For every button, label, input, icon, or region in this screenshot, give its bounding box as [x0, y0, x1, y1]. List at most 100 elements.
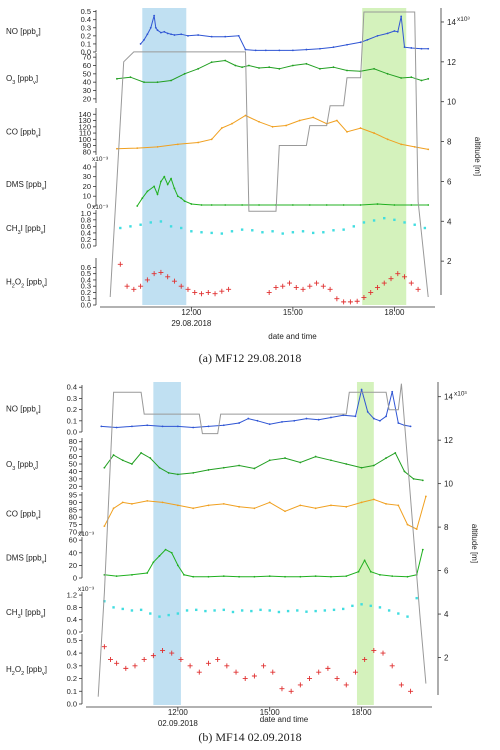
data-point	[156, 145, 159, 148]
data-point	[238, 422, 240, 424]
data-point	[146, 190, 149, 193]
data-point	[264, 49, 267, 52]
data-point	[115, 575, 118, 578]
data-point	[222, 608, 225, 612]
data-point	[256, 419, 259, 422]
data-point	[402, 274, 408, 280]
data-point	[132, 663, 138, 669]
data-point	[100, 425, 103, 428]
data-point	[204, 609, 207, 613]
data-point	[342, 414, 345, 417]
data-point	[149, 612, 152, 615]
data-point	[170, 177, 172, 180]
data-point	[238, 505, 240, 508]
data-point	[176, 473, 179, 476]
data-point	[192, 472, 195, 474]
data-point	[158, 269, 164, 275]
data-point	[393, 30, 396, 32]
data-point	[253, 507, 256, 510]
data-point	[176, 564, 179, 567]
data-point	[180, 197, 183, 200]
data-point	[299, 461, 302, 464]
series-co	[103, 496, 427, 530]
panel-no: 0.0 0.1 0.2 0.3 0.4 NO [ppbv]	[6, 383, 412, 437]
data-point	[393, 204, 396, 206]
data-point	[372, 417, 375, 420]
data-point	[112, 606, 115, 609]
data-point	[115, 426, 118, 429]
data-point	[362, 221, 366, 224]
data-point	[143, 38, 145, 41]
right-tick-label: 4	[447, 217, 452, 226]
data-point	[410, 47, 413, 49]
right-tick-label: 6	[447, 177, 452, 186]
data-point	[388, 276, 394, 282]
data-point	[258, 204, 260, 206]
data-point	[409, 425, 412, 428]
data-point	[421, 548, 424, 551]
data-point	[183, 72, 186, 75]
data-point	[152, 561, 155, 564]
data-point	[258, 120, 260, 123]
data-point	[391, 575, 394, 578]
x-tick-label: 18:00	[352, 708, 373, 717]
data-point	[281, 232, 284, 235]
right-tick-label: 8	[444, 523, 449, 532]
data-point	[207, 469, 210, 471]
data-point	[397, 422, 400, 424]
data-point	[320, 283, 326, 289]
data-point	[379, 419, 381, 422]
data-point	[391, 390, 394, 393]
data-point	[161, 501, 164, 504]
y-tick-label: 0	[73, 574, 77, 583]
data-point	[241, 66, 244, 69]
data-point	[151, 271, 157, 277]
right-tick-label: 10	[444, 480, 453, 489]
y-tick-label: 0.4	[67, 383, 77, 392]
caption-b: (b) MF14 02.09.2018	[198, 730, 302, 744]
data-point	[213, 609, 216, 612]
data-point	[311, 231, 315, 235]
y-tick-label: 0	[87, 202, 91, 211]
data-point	[341, 299, 347, 305]
data-point	[131, 286, 137, 292]
data-point	[385, 502, 387, 505]
data-point	[415, 528, 418, 530]
data-point	[131, 502, 133, 505]
data-point	[173, 34, 176, 36]
data-point	[378, 606, 382, 609]
data-point	[176, 195, 179, 198]
y-tick-label: 20	[69, 561, 77, 570]
y-tick-label: 0.0	[67, 628, 77, 637]
data-point	[207, 504, 210, 507]
right-tick-label: 4	[444, 610, 449, 619]
right-tick-label: 14	[447, 18, 456, 27]
y-tick-label: 120	[78, 122, 91, 131]
data-point	[124, 283, 130, 289]
data-point	[143, 81, 145, 84]
x-axis-label: date and time	[260, 715, 309, 724]
data-point	[413, 223, 416, 226]
data-point	[403, 221, 406, 224]
data-point	[291, 64, 294, 67]
data-point	[165, 274, 171, 280]
data-point	[400, 15, 403, 18]
data-point	[268, 575, 271, 578]
right-tick-label: 2	[444, 654, 449, 663]
y-tick-label: 0.2	[67, 674, 77, 683]
data-point	[149, 221, 152, 224]
data-point	[374, 284, 380, 290]
y-tick-label: 60	[69, 536, 77, 545]
data-point	[224, 663, 230, 669]
y-tick-label: 95	[69, 490, 77, 499]
data-point	[296, 609, 299, 612]
data-point	[190, 203, 193, 205]
data-point	[131, 573, 133, 576]
y-tick-label: 0.1	[67, 687, 77, 696]
data-point	[251, 229, 254, 232]
data-point	[308, 204, 311, 206]
data-point	[237, 34, 240, 37]
data-point	[185, 609, 189, 612]
data-point	[200, 231, 203, 234]
